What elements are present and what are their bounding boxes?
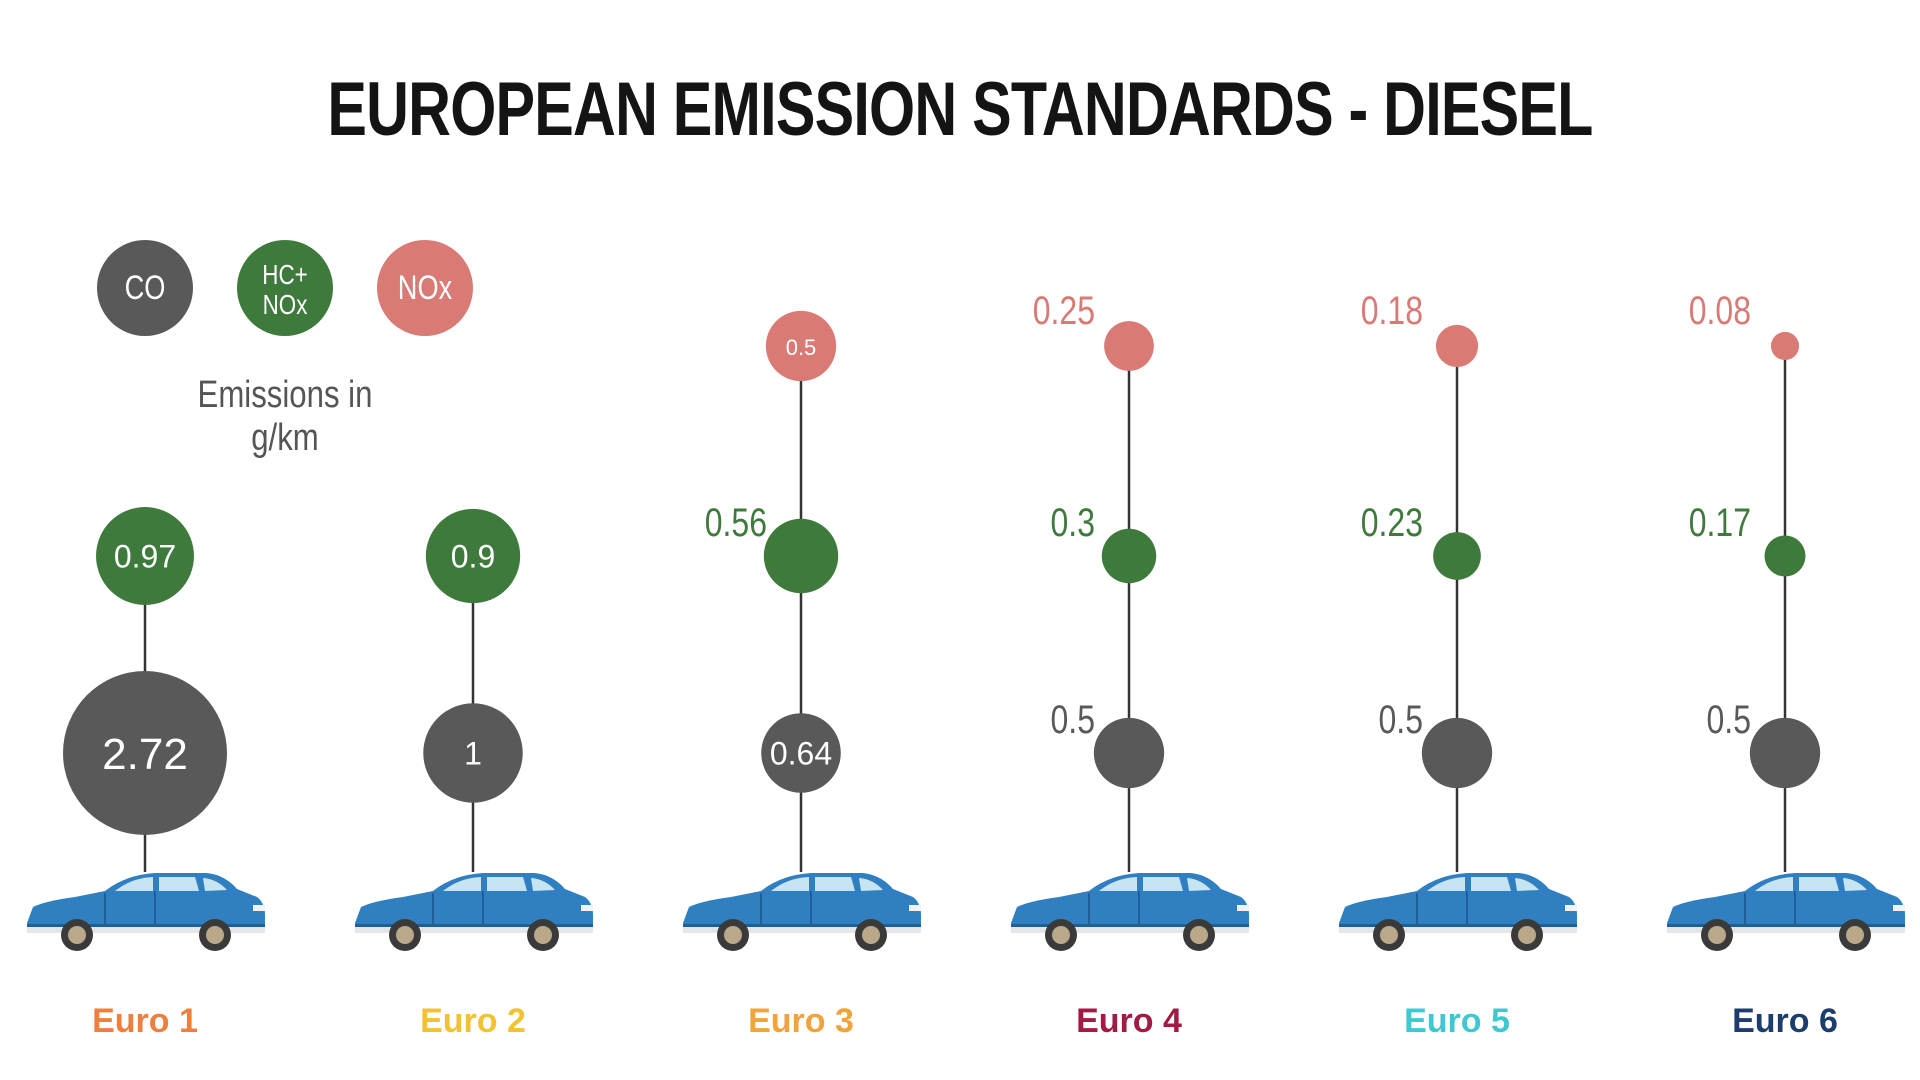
bubble-co [423, 703, 523, 803]
bubble-hc_nox [763, 518, 839, 594]
bubble-co [1093, 717, 1165, 789]
bubble-hc_nox [1433, 532, 1481, 580]
value-label-co: 0.5 [1379, 697, 1423, 742]
bubble-co [761, 713, 841, 793]
car-icon [682, 872, 922, 952]
value-label-co: 0.5 [1707, 697, 1751, 742]
category-group: 0.5 0.17 0.08 Euro 6 [1666, 288, 1906, 1040]
car-icon [1010, 872, 1250, 952]
category-group: 0.64 0.56 0.5 Euro 3 [682, 310, 922, 1040]
category-label: Euro 2 [420, 1002, 526, 1040]
value-label-co: 1 [464, 736, 482, 772]
value-label-hc_nox: 0.56 [705, 500, 767, 545]
legend-caption: Emissions in g/km [197, 374, 373, 459]
bubble-co [1749, 717, 1821, 789]
category-group: 2.72 0.97 Euro 1 [26, 507, 266, 1040]
value-label-co: 0.5 [1051, 697, 1095, 742]
category-label: Euro 4 [1076, 1002, 1182, 1040]
chart-title: EUROPEAN EMISSION STANDARDS - DIESEL [327, 67, 1593, 152]
legend-label-nox: NOx [398, 268, 453, 307]
value-label-nox: 0.18 [1361, 288, 1423, 333]
category-label: Euro 6 [1732, 1002, 1838, 1040]
value-label-hc_nox: 0.3 [1051, 500, 1095, 545]
category-label: Euro 1 [92, 1002, 198, 1040]
bubble-nox [765, 310, 837, 382]
legend-swatch-hc_nox [237, 240, 333, 336]
category-group: 0.5 0.23 0.18 Euro 5 [1338, 288, 1578, 1040]
car-icon [354, 872, 594, 952]
car-icon [1338, 872, 1578, 952]
value-label-nox: 0.5 [786, 335, 817, 360]
category-group: 1 0.9 Euro 2 [354, 508, 594, 1040]
bubble-nox [1104, 321, 1154, 371]
bubble-co [1421, 717, 1493, 789]
bubble-nox [1770, 331, 1800, 361]
bubble-co [63, 671, 227, 835]
bubble-hc_nox [425, 508, 521, 604]
legend-swatch-co [97, 240, 193, 336]
bubble-nox [1435, 324, 1479, 368]
legend-label-hc_nox: HC+ [262, 260, 307, 291]
value-label-nox: 0.08 [1689, 288, 1751, 333]
value-label-hc_nox: 0.23 [1361, 500, 1423, 545]
value-label-hc_nox: 0.17 [1689, 500, 1751, 545]
category-label: Euro 5 [1404, 1002, 1510, 1040]
value-label-co: 0.64 [770, 736, 832, 772]
value-label-hc_nox: 0.97 [114, 539, 176, 575]
bubble-hc_nox [96, 507, 194, 605]
value-label-co: 2.72 [102, 730, 188, 779]
car-icon [26, 872, 266, 952]
category-label: Euro 3 [748, 1002, 854, 1040]
bubble-hc_nox [1101, 528, 1157, 584]
legend-label-co: CO [125, 268, 166, 307]
value-label-nox: 0.25 [1033, 288, 1095, 333]
bubble-hc_nox [1764, 535, 1806, 577]
car-icon [1666, 872, 1906, 952]
legend-swatch-nox [377, 240, 473, 336]
category-group: 0.5 0.3 0.25 Euro 4 [1010, 288, 1250, 1040]
value-label-hc_nox: 0.9 [451, 539, 495, 575]
legend-label-hc_nox: NOx [263, 290, 308, 321]
